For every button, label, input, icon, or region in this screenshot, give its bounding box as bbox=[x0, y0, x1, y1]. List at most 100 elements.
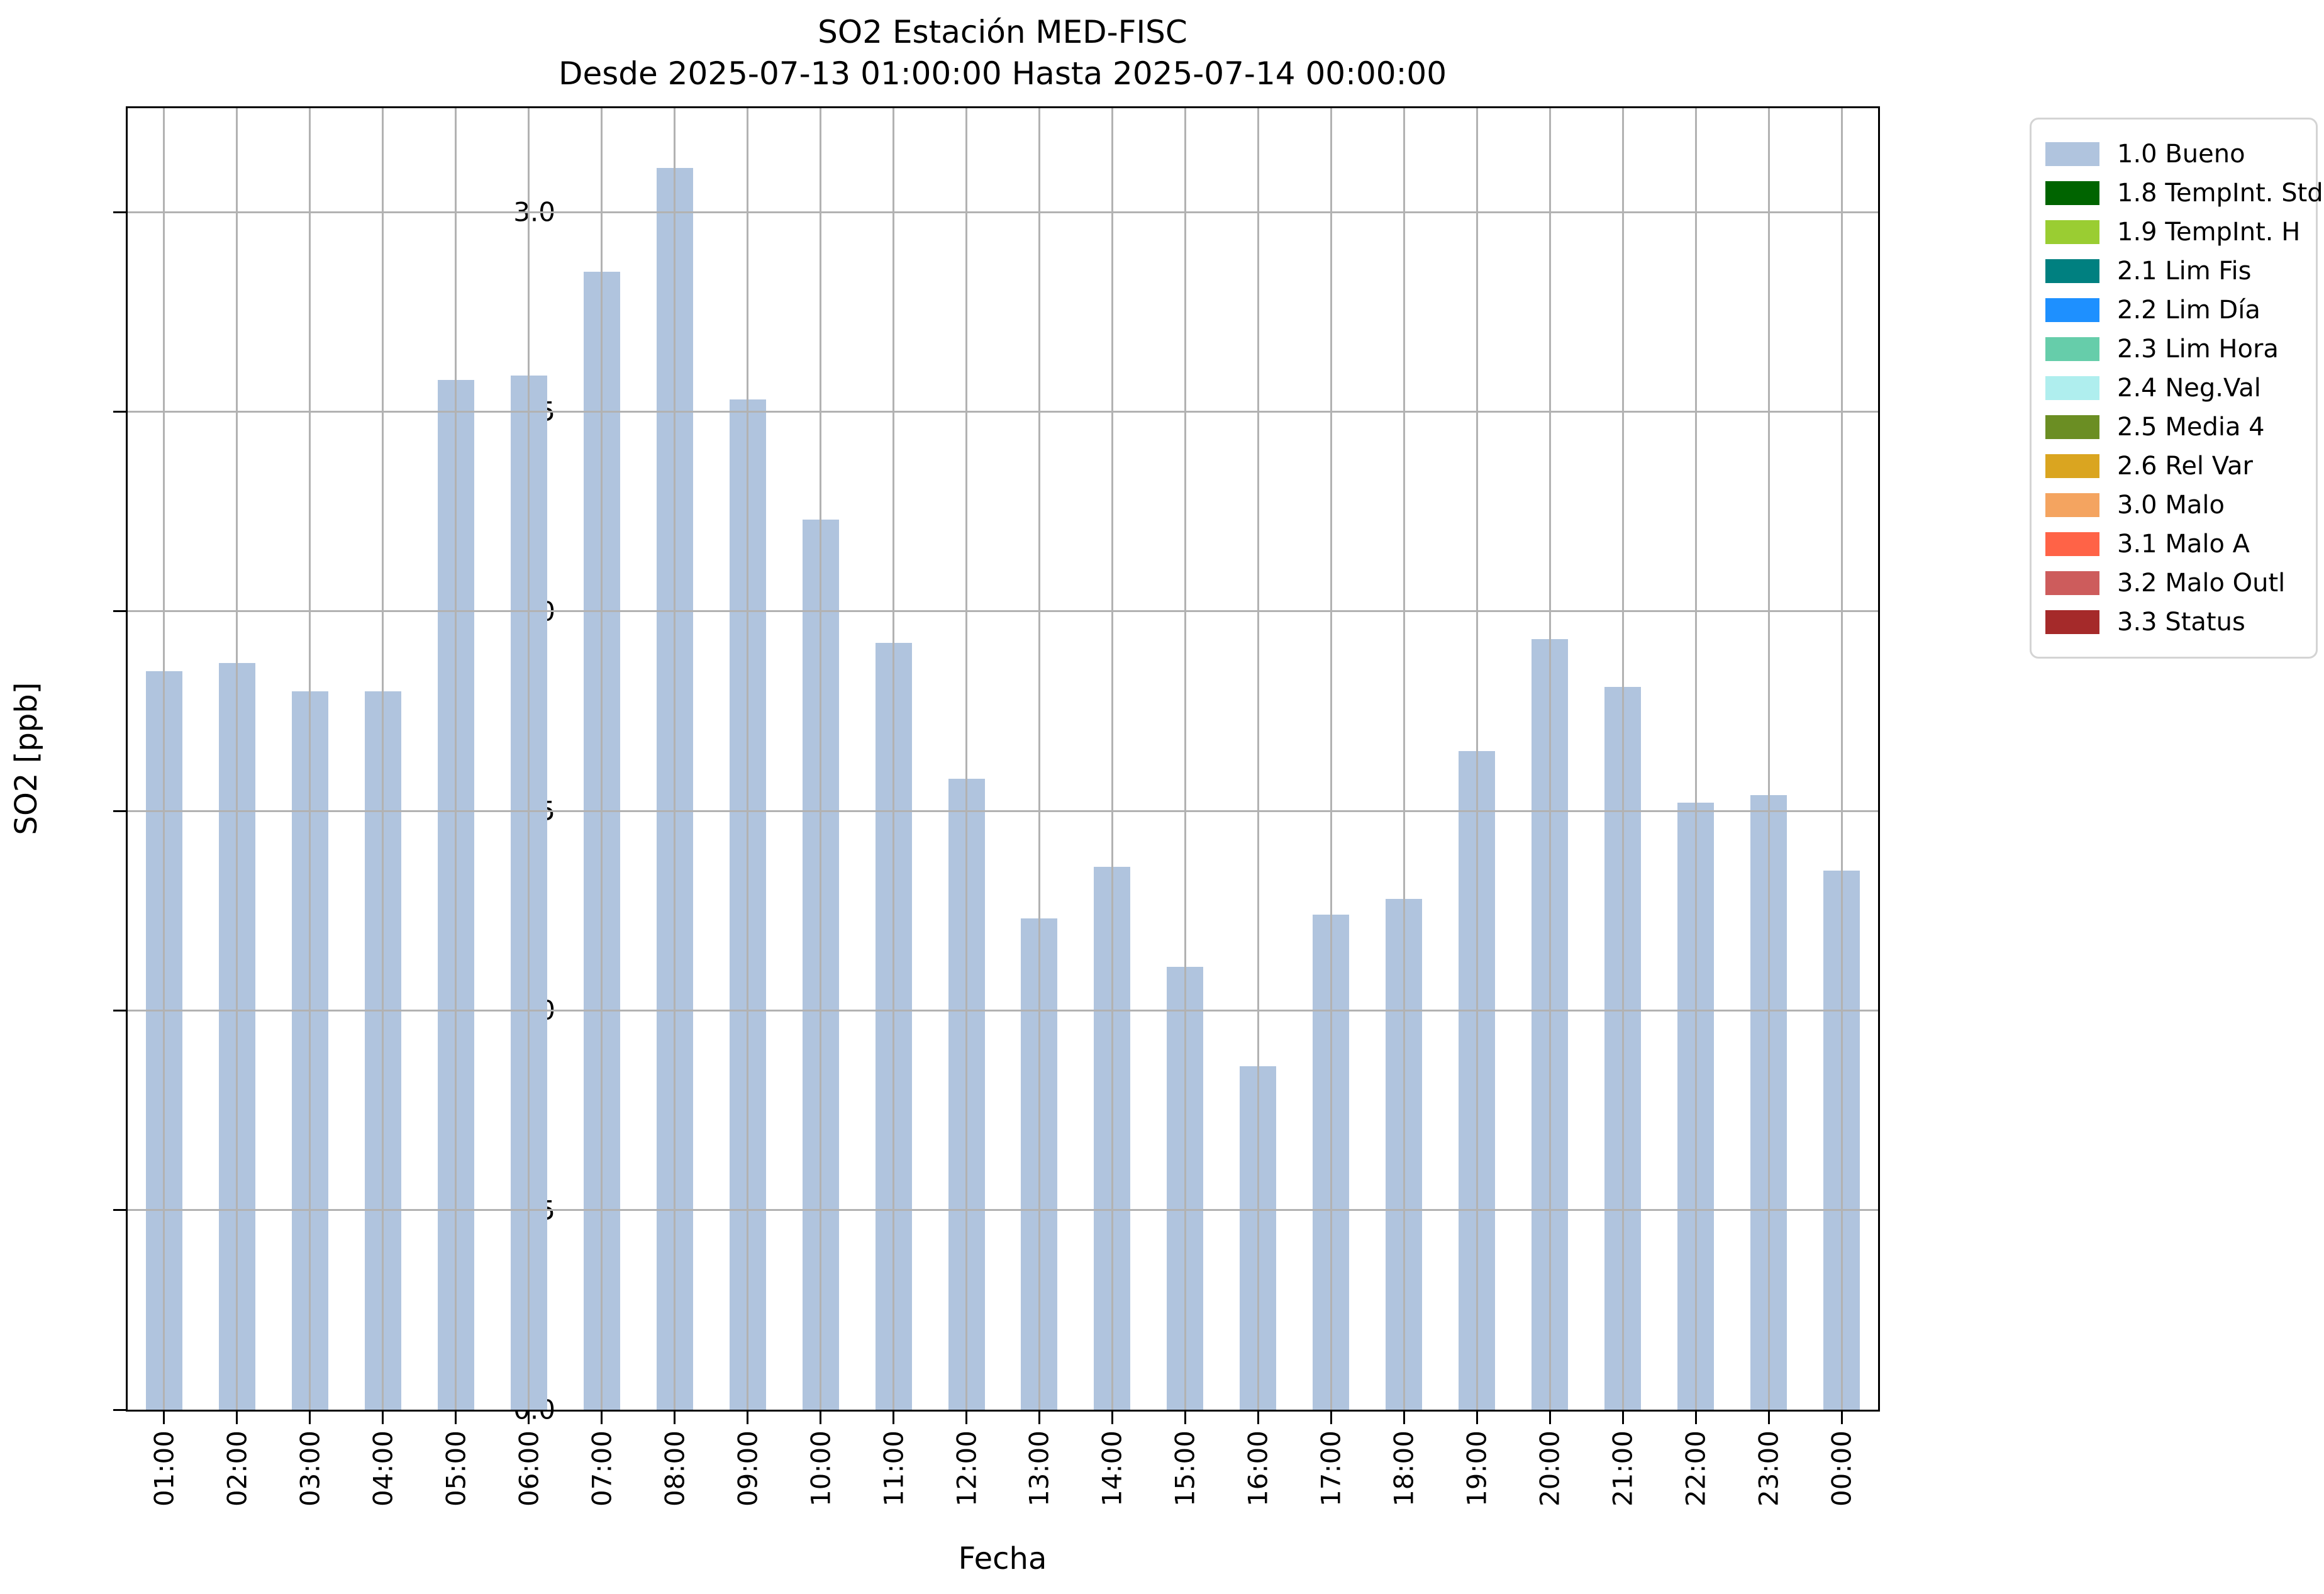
legend-label: 2.3 Lim Hora bbox=[2117, 335, 2279, 364]
horizontal-gridline bbox=[128, 211, 1878, 213]
x-tick-label: 04:00 bbox=[367, 1430, 399, 1507]
legend-swatch-icon bbox=[2045, 181, 2099, 205]
legend-swatch-icon bbox=[2045, 298, 2099, 322]
x-axis-tick bbox=[1257, 1412, 1259, 1424]
x-axis-tick bbox=[236, 1412, 238, 1424]
plot-area bbox=[113, 106, 1880, 1424]
legend-swatch-icon bbox=[2045, 142, 2099, 166]
x-tick-label: 03:00 bbox=[294, 1430, 326, 1507]
vertical-gridline bbox=[1476, 108, 1478, 1410]
legend-item: 2.4 Neg.Val bbox=[2045, 369, 2303, 408]
legend-label: 2.1 Lim Fis bbox=[2117, 257, 2252, 286]
chart-subtitle: Desde 2025-07-13 01:00:00 Hasta 2025-07-… bbox=[558, 55, 1447, 92]
x-tick-label: 19:00 bbox=[1461, 1430, 1493, 1507]
x-tick-label: 18:00 bbox=[1388, 1430, 1420, 1507]
vertical-gridline bbox=[163, 108, 165, 1410]
x-axis-tick bbox=[965, 1412, 968, 1424]
x-tick-label: 06:00 bbox=[513, 1430, 545, 1507]
vertical-gridline bbox=[1038, 108, 1040, 1410]
legend-label: 3.0 Malo bbox=[2117, 491, 2225, 520]
x-axis-tick bbox=[309, 1412, 311, 1424]
horizontal-gridline bbox=[128, 1009, 1878, 1012]
legend-label: 2.6 Rel Var bbox=[2117, 452, 2253, 481]
legend-item: 2.5 Media 4 bbox=[2045, 408, 2303, 447]
y-axis-tick bbox=[113, 211, 126, 213]
x-tick-label: 13:00 bbox=[1023, 1430, 1055, 1507]
legend-swatch-icon bbox=[2045, 532, 2099, 556]
legend-swatch-icon bbox=[2045, 415, 2099, 439]
vertical-gridline bbox=[820, 108, 822, 1410]
x-axis-tick bbox=[674, 1412, 676, 1424]
vertical-gridline bbox=[382, 108, 384, 1410]
x-tick-label: 15:00 bbox=[1169, 1430, 1201, 1507]
x-axis-tick bbox=[1111, 1412, 1113, 1424]
x-tick-label: 08:00 bbox=[659, 1430, 691, 1507]
x-tick-label: 02:00 bbox=[221, 1430, 253, 1507]
y-axis-tick bbox=[113, 410, 126, 413]
vertical-gridline bbox=[455, 108, 457, 1410]
y-axis-tick bbox=[113, 1009, 126, 1012]
vertical-gridline bbox=[1548, 108, 1551, 1410]
legend-label: 3.1 Malo A bbox=[2117, 530, 2250, 559]
x-axis-tick bbox=[1694, 1412, 1697, 1424]
legend-swatch-icon bbox=[2045, 337, 2099, 361]
vertical-gridline bbox=[1330, 108, 1332, 1410]
legend-item: 2.1 Lim Fis bbox=[2045, 252, 2303, 291]
x-axis-tick bbox=[1184, 1412, 1186, 1424]
x-tick-label: 07:00 bbox=[586, 1430, 618, 1507]
legend-swatch-icon bbox=[2045, 259, 2099, 283]
x-axis-tick bbox=[1840, 1412, 1843, 1424]
x-tick-label: 14:00 bbox=[1096, 1430, 1128, 1507]
vertical-gridline bbox=[1184, 108, 1186, 1410]
legend-label: 2.5 Media 4 bbox=[2117, 413, 2265, 442]
vertical-gridline bbox=[528, 108, 530, 1410]
x-axis-tick bbox=[1767, 1412, 1770, 1424]
x-axis-tick bbox=[892, 1412, 895, 1424]
legend-label: 2.2 Lim Día bbox=[2117, 296, 2260, 325]
x-tick-label: 09:00 bbox=[732, 1430, 764, 1507]
x-tick-label: 12:00 bbox=[951, 1430, 982, 1507]
x-tick-label: 00:00 bbox=[1826, 1430, 1857, 1507]
vertical-gridline bbox=[1694, 108, 1697, 1410]
legend-item: 3.3 Status bbox=[2045, 603, 2303, 642]
legend-label: 3.2 Malo Outl bbox=[2117, 569, 2286, 598]
vertical-gridline bbox=[1403, 108, 1405, 1410]
legend-item: 1.8 TempInt. Std bbox=[2045, 174, 2323, 213]
chart-title: SO2 Estación MED-FISC bbox=[818, 14, 1187, 50]
x-axis-tick bbox=[601, 1412, 603, 1424]
legend-swatch-icon bbox=[2045, 610, 2099, 634]
legend-item: 1.0 Bueno bbox=[2045, 135, 2303, 174]
vertical-gridline bbox=[601, 108, 603, 1410]
vertical-gridline bbox=[674, 108, 676, 1410]
x-tick-label: 23:00 bbox=[1753, 1430, 1784, 1507]
legend-item: 3.0 Malo bbox=[2045, 486, 2303, 525]
legend-label: 3.3 Status bbox=[2117, 608, 2245, 637]
x-tick-label: 01:00 bbox=[148, 1430, 180, 1507]
x-axis-tick bbox=[528, 1412, 530, 1424]
legend-item: 1.9 TempInt. H bbox=[2045, 213, 2303, 252]
x-axis-tick bbox=[1038, 1412, 1040, 1424]
vertical-gridline bbox=[1621, 108, 1624, 1410]
legend-item: 3.2 Malo Outl bbox=[2045, 564, 2303, 603]
x-tick-label: 05:00 bbox=[440, 1430, 472, 1507]
legend-swatch-icon bbox=[2045, 376, 2099, 400]
x-axis-tick bbox=[1548, 1412, 1551, 1424]
x-axis-label: Fecha bbox=[958, 1541, 1047, 1576]
legend-item: 3.1 Malo A bbox=[2045, 525, 2303, 564]
legend: 1.0 Bueno 1.8 TempInt. Std 1.9 TempInt. H 2… bbox=[2030, 118, 2323, 659]
x-axis-tick bbox=[1621, 1412, 1624, 1424]
legend-label: 1.8 TempInt. Std bbox=[2117, 179, 2323, 208]
x-axis-tick bbox=[455, 1412, 457, 1424]
y-axis-tick bbox=[113, 1408, 126, 1411]
x-tick-label: 17:00 bbox=[1315, 1430, 1347, 1507]
x-tick-label: 21:00 bbox=[1607, 1430, 1638, 1507]
x-axis-tick bbox=[747, 1412, 749, 1424]
vertical-gridline bbox=[236, 108, 238, 1410]
legend-item: 2.3 Lim Hora bbox=[2045, 330, 2303, 369]
x-tick-label: 11:00 bbox=[878, 1430, 909, 1507]
legend-swatch-icon bbox=[2045, 571, 2099, 595]
legend-item: 2.6 Rel Var bbox=[2045, 447, 2303, 486]
x-tick-label: 16:00 bbox=[1242, 1430, 1274, 1507]
horizontal-gridline bbox=[128, 410, 1878, 413]
vertical-gridline bbox=[1767, 108, 1770, 1410]
